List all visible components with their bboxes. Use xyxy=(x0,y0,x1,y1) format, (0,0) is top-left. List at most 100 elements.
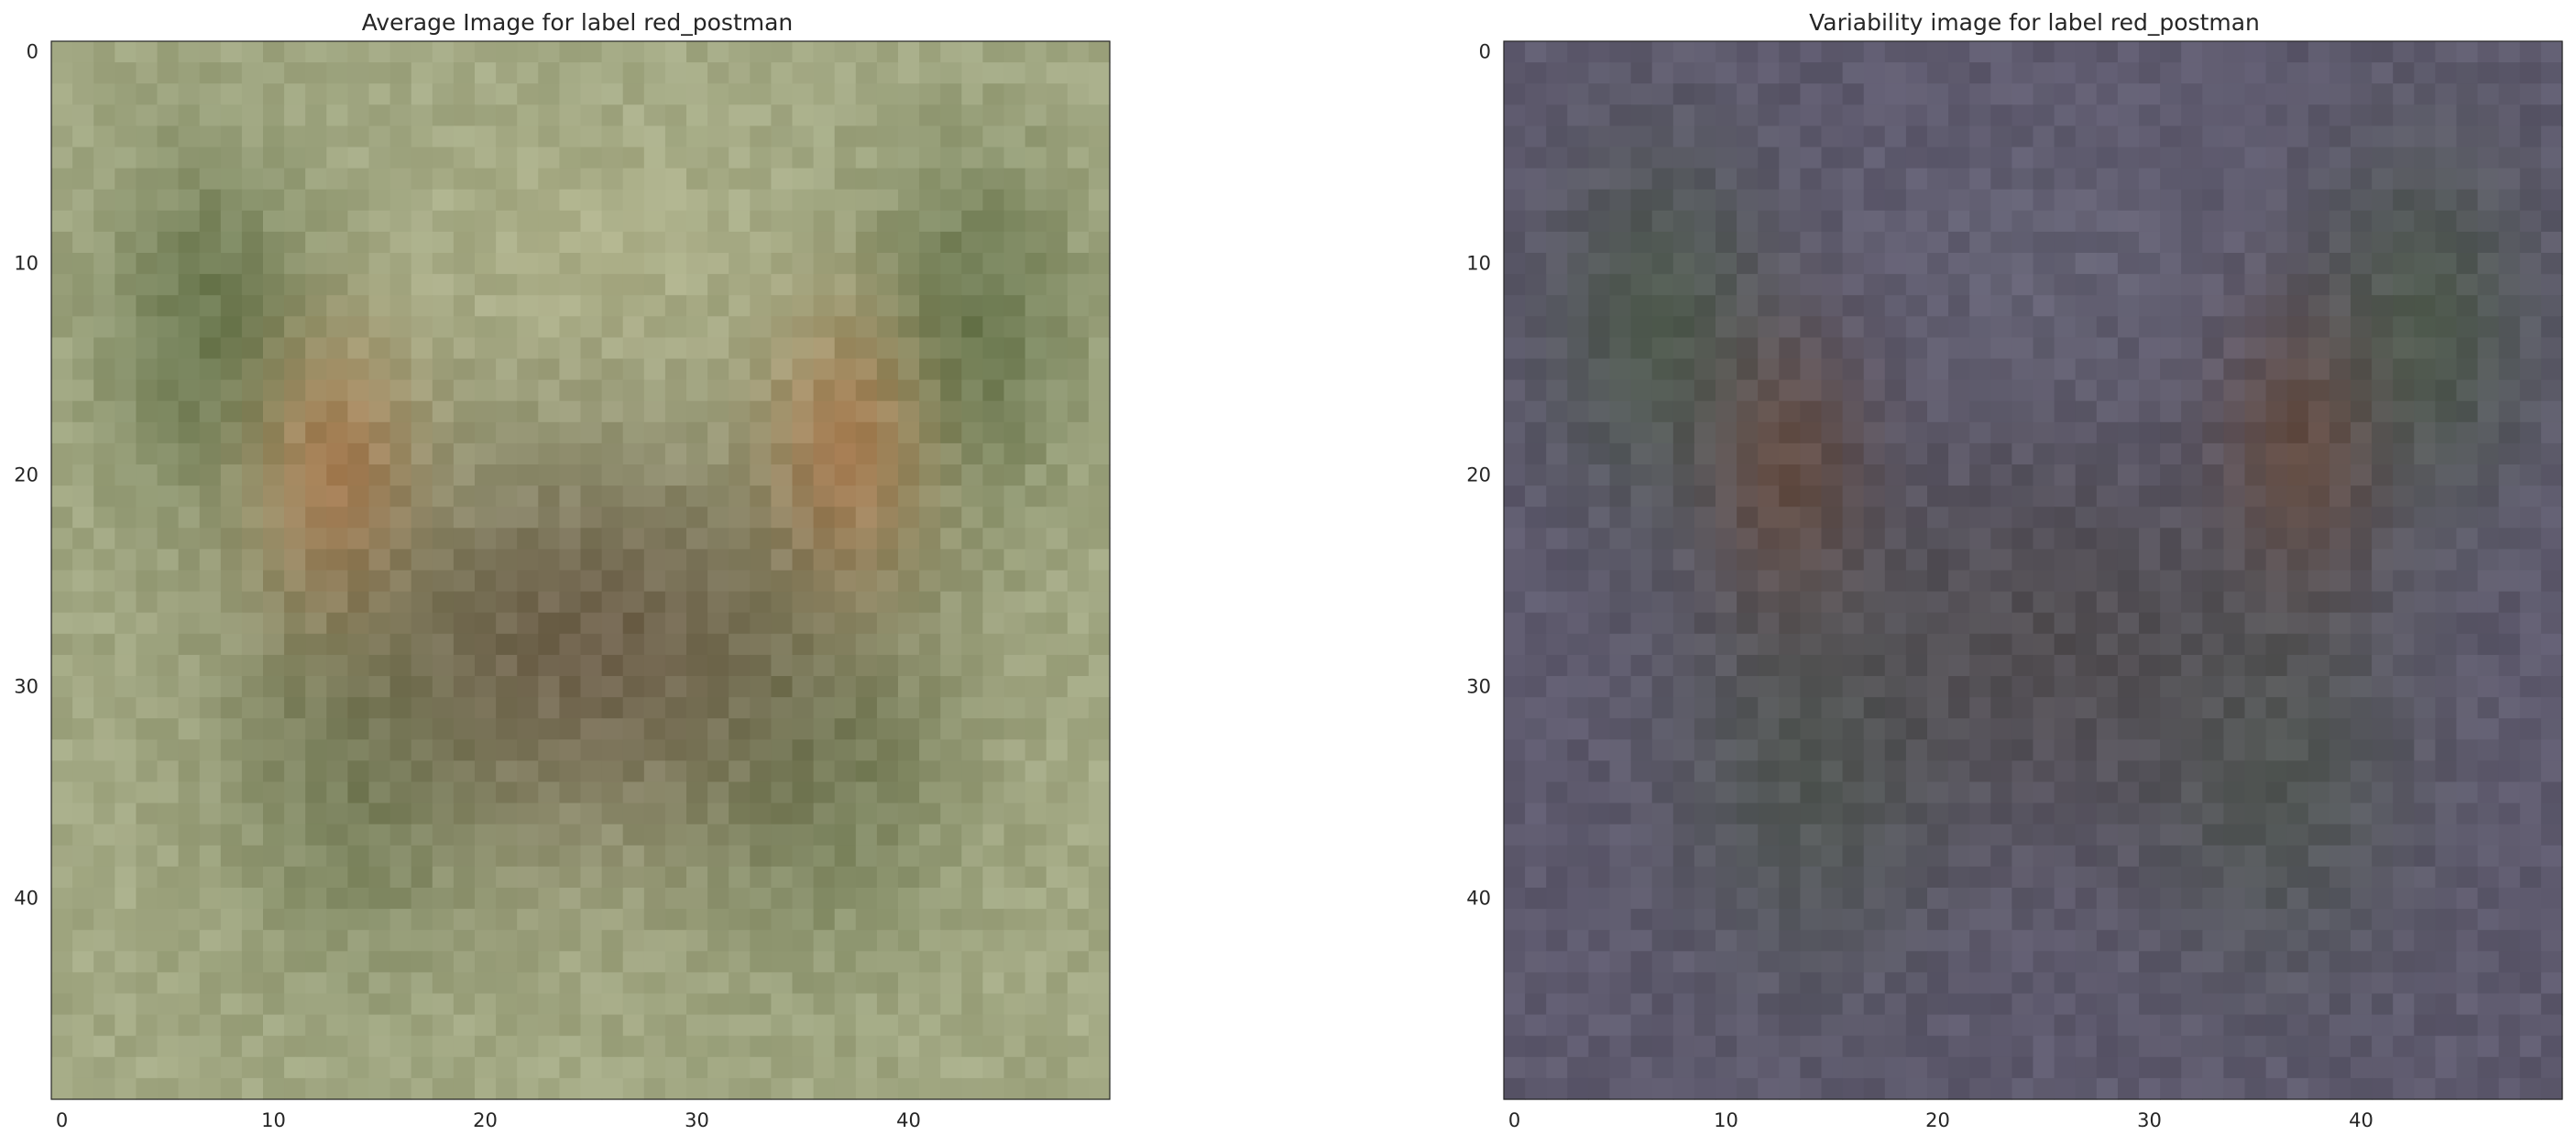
pixel-cell xyxy=(940,210,962,233)
pixel-cell xyxy=(898,528,920,550)
pixel-cell xyxy=(2351,676,2373,698)
pixel-cell xyxy=(2075,1014,2098,1037)
pixel-cell xyxy=(1990,147,2012,169)
pixel-cell xyxy=(1567,464,1589,486)
pixel-cell xyxy=(1779,1056,1801,1079)
pixel-cell xyxy=(1546,930,1568,952)
pixel-cell xyxy=(601,845,624,868)
pixel-cell xyxy=(136,442,159,465)
pixel-cell xyxy=(1779,337,1801,360)
pixel-cell xyxy=(1609,972,1632,995)
pixel-cell xyxy=(1863,507,1886,529)
pixel-cell xyxy=(1651,104,1674,126)
pixel-cell xyxy=(2033,168,2055,191)
pixel-cell xyxy=(1525,1014,1547,1037)
pixel-cell xyxy=(368,1035,391,1058)
pixel-cell xyxy=(1884,41,1907,63)
pixel-cell xyxy=(2286,189,2309,212)
pixel-cell xyxy=(961,824,983,846)
pixel-cell xyxy=(538,1014,560,1037)
pixel-cell xyxy=(1927,507,1949,529)
pixel-cell xyxy=(1046,549,1069,572)
pixel-cell xyxy=(411,210,433,233)
pixel-cell xyxy=(1046,126,1069,148)
pixel-cell xyxy=(1525,316,1547,338)
pixel-cell xyxy=(834,507,857,529)
pixel-cell xyxy=(538,1077,560,1100)
pixel-cell xyxy=(72,126,94,148)
pixel-cell xyxy=(1651,972,1674,995)
pixel-cell xyxy=(834,972,857,995)
pixel-cell xyxy=(1842,41,1865,63)
pixel-cell xyxy=(2372,697,2394,719)
pixel-cell xyxy=(1694,486,1716,508)
pixel-cell xyxy=(729,379,751,402)
pixel-cell xyxy=(2244,760,2267,783)
pixel-cell xyxy=(1969,104,1991,126)
pixel-cell xyxy=(496,168,518,191)
pixel-cell xyxy=(855,781,878,804)
pixel-cell xyxy=(622,210,645,233)
pixel-cell xyxy=(813,528,836,550)
pixel-cell xyxy=(643,909,666,931)
pixel-cell xyxy=(919,337,941,360)
pixel-cell xyxy=(2223,83,2246,105)
pixel-cell xyxy=(2265,993,2288,1016)
pixel-cell xyxy=(2498,570,2521,593)
pixel-cell xyxy=(2160,781,2182,804)
pixel-cell xyxy=(305,909,327,931)
pixel-cell xyxy=(2054,993,2077,1016)
pixel-cell xyxy=(2477,274,2500,296)
pixel-cell xyxy=(1990,253,2012,275)
pixel-cell xyxy=(389,41,412,63)
pixel-cell xyxy=(389,633,412,656)
pixel-cell xyxy=(2033,676,2055,698)
pixel-cell xyxy=(2456,126,2479,148)
pixel-cell xyxy=(1088,888,1111,910)
pixel-cell xyxy=(792,591,815,614)
pixel-cell xyxy=(2033,210,2055,233)
pixel-cell xyxy=(72,147,94,169)
pixel-cell xyxy=(115,930,137,952)
pixel-cell xyxy=(601,612,624,635)
pixel-cell xyxy=(1863,253,1886,275)
pixel-cell xyxy=(1567,358,1589,381)
pixel-cell xyxy=(961,358,983,381)
pixel-cell xyxy=(1525,189,1547,212)
pixel-cell xyxy=(1990,888,2012,910)
pixel-cell xyxy=(919,718,941,740)
pixel-cell xyxy=(538,972,560,995)
pixel-cell xyxy=(1504,421,1526,444)
pixel-cell xyxy=(432,253,455,275)
pixel-cell xyxy=(496,147,518,169)
pixel-cell xyxy=(1067,1014,1090,1037)
pixel-cell xyxy=(729,930,751,952)
pixel-cell xyxy=(51,274,73,296)
pixel-cell xyxy=(1842,464,1865,486)
pixel-cell xyxy=(2456,274,2479,296)
pixel-cell xyxy=(115,866,137,889)
pixel-cell xyxy=(664,1014,687,1037)
pixel-cell xyxy=(199,993,222,1016)
pixel-cell xyxy=(453,591,476,614)
pixel-cell xyxy=(1003,210,1026,233)
pixel-cell xyxy=(284,654,306,677)
pixel-cell xyxy=(750,951,772,973)
pixel-cell xyxy=(347,147,370,169)
pixel-cell xyxy=(1863,379,1886,402)
pixel-cell xyxy=(1630,400,1653,423)
pixel-cell xyxy=(305,760,327,783)
pixel-cell xyxy=(622,231,645,254)
pixel-cell xyxy=(982,147,1005,169)
pixel-cell xyxy=(538,358,560,381)
pixel-cell xyxy=(241,274,264,296)
pixel-cell xyxy=(1927,718,1949,740)
pixel-cell xyxy=(961,591,983,614)
pixel-cell xyxy=(643,993,666,1016)
pixel-cell xyxy=(1504,337,1526,360)
pixel-cell xyxy=(2181,168,2203,191)
pixel-cell xyxy=(771,253,794,275)
pixel-cell xyxy=(2307,442,2330,465)
pixel-cell xyxy=(601,951,624,973)
pixel-cell xyxy=(2202,760,2224,783)
